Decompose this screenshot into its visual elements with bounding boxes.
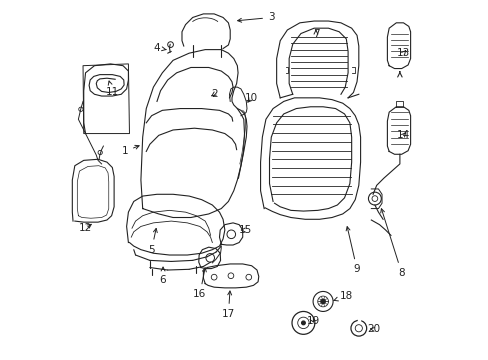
Text: 20: 20 — [366, 324, 380, 334]
Text: 12: 12 — [79, 223, 92, 233]
Text: 8: 8 — [380, 209, 404, 278]
Text: 7: 7 — [312, 28, 319, 39]
Text: 2: 2 — [210, 89, 217, 99]
Text: 15: 15 — [238, 225, 251, 235]
Text: 9: 9 — [346, 227, 360, 274]
Text: 10: 10 — [244, 93, 258, 103]
Text: 1: 1 — [122, 145, 139, 157]
Circle shape — [320, 299, 325, 303]
Text: 6: 6 — [160, 267, 166, 285]
Text: 3: 3 — [237, 13, 274, 22]
Text: 4: 4 — [153, 43, 165, 53]
Text: 16: 16 — [193, 268, 206, 299]
Circle shape — [301, 321, 305, 325]
Text: 5: 5 — [148, 229, 157, 255]
Text: 18: 18 — [333, 291, 352, 301]
Text: 11: 11 — [105, 81, 119, 98]
Text: 17: 17 — [222, 291, 235, 319]
Text: 13: 13 — [396, 48, 409, 58]
Text: 19: 19 — [306, 316, 319, 326]
Text: 14: 14 — [396, 130, 409, 140]
